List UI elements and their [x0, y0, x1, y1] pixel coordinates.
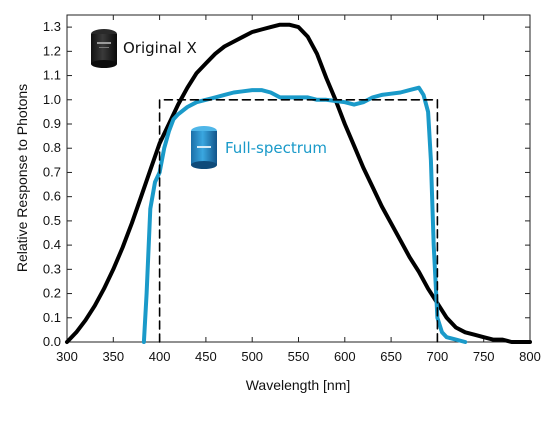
x-tick-label: 800	[519, 349, 541, 364]
annotation-original-x: Original X	[123, 39, 197, 57]
x-tick-label: 300	[56, 349, 78, 364]
y-tick-label: 0.2	[43, 286, 61, 301]
annotation-full-spectrum: Full-spectrum	[225, 139, 327, 157]
y-tick-label: 0.0	[43, 334, 61, 349]
y-tick-label: 1.0	[43, 92, 61, 107]
x-tick-label: 450	[195, 349, 217, 364]
series-line-ideal-dashed	[158, 99, 439, 343]
y-tick-label: 0.4	[43, 237, 61, 252]
y-tick-label: 0.7	[43, 164, 61, 179]
x-tick-label: 350	[102, 349, 124, 364]
y-tick-label: 0.6	[43, 189, 61, 204]
y-tick-label: 0.9	[43, 116, 61, 131]
x-axis-title: Wavelength [nm]	[246, 377, 351, 393]
x-tick-label: 550	[288, 349, 310, 364]
x-tick-label: 500	[241, 349, 263, 364]
original-x-sensor-icon	[91, 29, 117, 68]
axis-ticks	[66, 15, 531, 343]
y-tick-label: 1.3	[43, 19, 61, 34]
series-layer	[65, 22, 532, 344]
series-line-full-spectrum	[141, 85, 468, 344]
tick-labels: 300 350 400 450 500 550 600 650 700 750 800 0.0 0.1 0…	[43, 19, 541, 364]
y-tick-label: 1.1	[43, 68, 61, 83]
series-line-original-x	[65, 22, 532, 344]
plot-area	[66, 14, 531, 343]
x-tick-label: 700	[427, 349, 449, 364]
x-tick-label: 400	[149, 349, 171, 364]
y-tick-label: 0.3	[43, 261, 61, 276]
y-axis-title: Relative Response to Photons	[14, 84, 30, 272]
y-tick-label: 0.5	[43, 213, 61, 228]
full-spectrum-sensor-icon	[191, 126, 217, 169]
x-tick-label: 650	[380, 349, 402, 364]
y-tick-label: 1.2	[43, 43, 61, 58]
x-tick-label: 750	[473, 349, 495, 364]
y-tick-label: 0.8	[43, 140, 61, 155]
y-tick-label: 0.1	[43, 310, 61, 325]
x-tick-label: 600	[334, 349, 356, 364]
